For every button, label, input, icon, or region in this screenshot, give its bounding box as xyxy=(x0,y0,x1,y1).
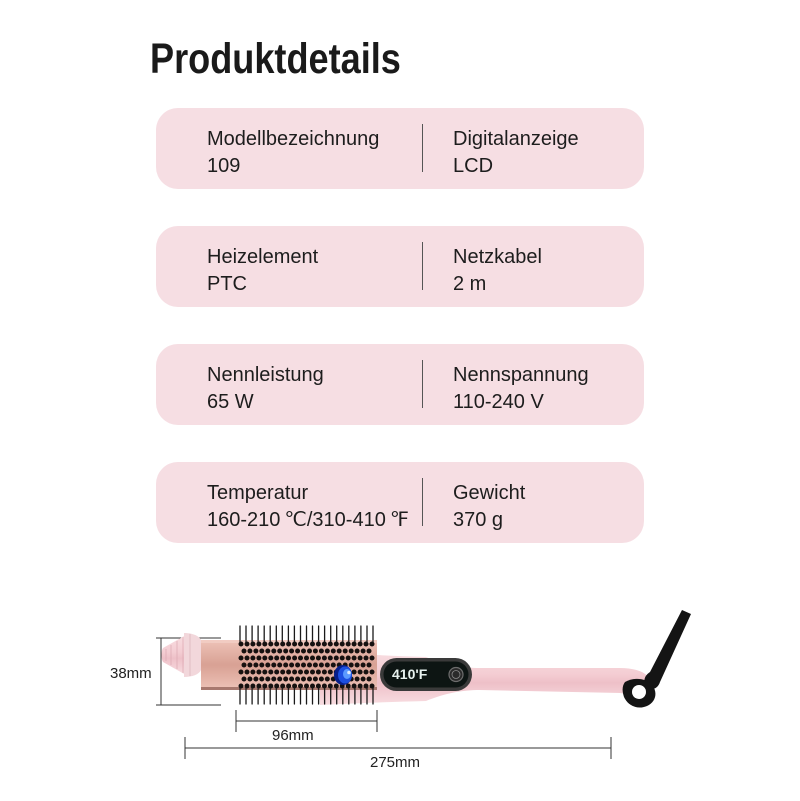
svg-text:275mm: 275mm xyxy=(370,754,420,771)
svg-text:410'F: 410'F xyxy=(392,666,428,682)
svg-text:96mm: 96mm xyxy=(272,727,314,744)
svg-text:38mm: 38mm xyxy=(110,665,152,682)
